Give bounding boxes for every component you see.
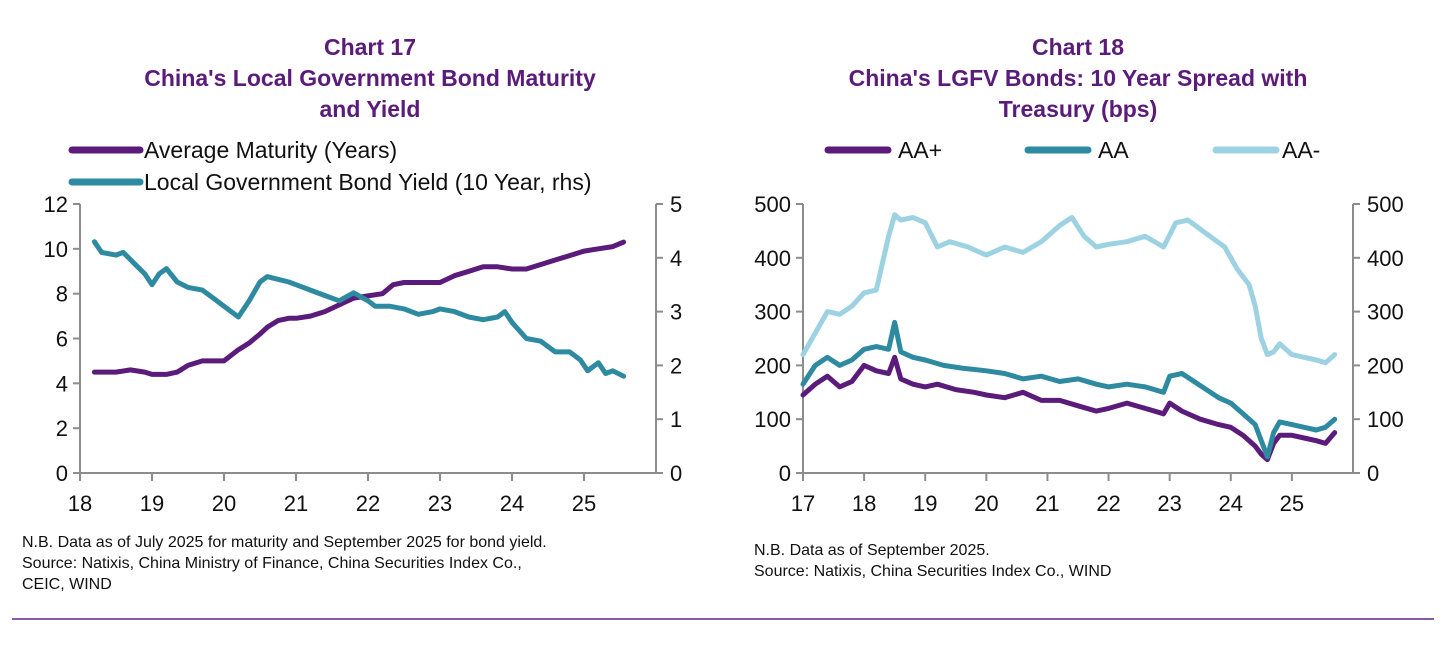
- x-tick-label: 23: [1157, 491, 1181, 516]
- y-tick-label-right: 400: [1367, 246, 1404, 271]
- y-tick-label-left: 500: [754, 192, 791, 217]
- chart-17-source-cont: CEIC, WIND: [22, 576, 112, 593]
- y-tick-label-left: 400: [754, 246, 791, 271]
- chart-17-panel: Chart 17 China's Local Government Bond M…: [0, 0, 728, 610]
- series-line-local-government-bond-yield-10-year-rhs: [91, 239, 627, 379]
- y-tick-label-right: 3: [670, 300, 682, 325]
- chart-18-source: Source: Natixis, China Securities Index …: [754, 563, 1112, 580]
- chart-18-note: N.B. Data as of September 2025.: [754, 542, 990, 559]
- y-tick-label-right: 0: [670, 461, 682, 486]
- chart-17-plot: Average Maturity (Years) Local Governmen…: [44, 137, 683, 516]
- bottom-divider: [12, 618, 1434, 620]
- y-tick-label-left: 10: [44, 237, 68, 262]
- chart-18-title-line3: Treasury (bps): [998, 96, 1158, 122]
- x-tick-label: 24: [500, 491, 524, 516]
- x-tick-label: 20: [212, 491, 236, 516]
- x-tick-label: 19: [140, 491, 164, 516]
- x-tick-label: 22: [1096, 491, 1120, 516]
- chart-18-title-line2: China's LGFV Bonds: 10 Year Spread with: [848, 65, 1308, 91]
- y-tick-label-right: 4: [670, 246, 682, 271]
- chart-17-source: Source: Natixis, China Ministry of Finan…: [22, 555, 522, 572]
- y-tick-label-left: 12: [44, 192, 68, 217]
- series-line-aa: [800, 319, 1338, 460]
- chart-18-plot: AA+ AA AA- 0 100 200 300 400 500 0 100 200 300 400…: [754, 137, 1403, 516]
- x-tick-label: 25: [572, 491, 596, 516]
- y-tick-label-right: 5: [670, 192, 682, 217]
- y-tick-label-left: 0: [56, 461, 68, 486]
- y-tick-label-left: 6: [56, 327, 68, 352]
- y-tick-label-left: 0: [779, 461, 791, 486]
- series-line-aa: [800, 212, 1338, 366]
- chart-17-note: N.B. Data as of July 2025 for maturity a…: [22, 534, 547, 551]
- x-tick-label: 18: [68, 491, 92, 516]
- x-tick-label: 21: [284, 491, 308, 516]
- y-tick-label-right: 500: [1367, 192, 1404, 217]
- x-tick-label: 24: [1219, 491, 1243, 516]
- y-tick-label-right: 1: [670, 407, 682, 432]
- series-line-average-maturity-years: [91, 239, 627, 377]
- y-tick-label-right: 100: [1367, 407, 1404, 432]
- x-tick-label: 18: [852, 491, 876, 516]
- legend-label-aa: AA: [1098, 137, 1129, 163]
- y-tick-label-left: 8: [56, 282, 68, 307]
- chart-17-title-line3: and Yield: [319, 96, 421, 122]
- chart-18-title: Chart 18 China's LGFV Bonds: 10 Year Spr…: [728, 32, 1428, 125]
- legend-label-aa-minus: AA-: [1282, 137, 1320, 163]
- chart-18-legend: AA+ AA AA-: [824, 137, 1320, 163]
- y-tick-label-right: 0: [1367, 461, 1379, 486]
- y-tick-label-right: 2: [670, 353, 682, 378]
- legend-label-avg-maturity: Average Maturity (Years): [144, 137, 397, 163]
- chart-18-notes: N.B. Data as of September 2025. Source: …: [754, 540, 1434, 582]
- y-tick-label-left: 100: [754, 407, 791, 432]
- x-tick-label: 23: [428, 491, 452, 516]
- x-tick-label: 20: [974, 491, 998, 516]
- chart-17-legend: Average Maturity (Years) Local Governmen…: [68, 137, 592, 195]
- legend-label-aa-plus: AA+: [898, 137, 942, 163]
- y-tick-label-left: 4: [56, 371, 68, 396]
- series-line-aa: [800, 354, 1338, 463]
- chart-18-axes: 0 100 200 300 400 500 0 100 200 300 400 500 17 18 19 20…: [754, 192, 1403, 516]
- x-tick-label: 25: [1280, 491, 1304, 516]
- legend-label-bond-yield: Local Government Bond Yield (10 Year, rh…: [144, 169, 592, 195]
- chart-17-series: [91, 239, 627, 379]
- chart-18-title-line1: Chart 18: [1031, 34, 1125, 60]
- chart-17-title-line1: Chart 17: [323, 34, 417, 60]
- chart-17-notes: N.B. Data as of July 2025 for maturity a…: [22, 532, 722, 595]
- chart-17-title-line2: China's Local Government Bond Maturity: [144, 65, 596, 91]
- x-tick-label: 17: [791, 491, 815, 516]
- y-tick-label-left: 200: [754, 353, 791, 378]
- x-tick-label: 19: [913, 491, 937, 516]
- x-tick-label: 21: [1035, 491, 1059, 516]
- x-tick-label: 22: [356, 491, 380, 516]
- chart-18-series: [800, 212, 1338, 463]
- chart-18-panel: Chart 18 China's LGFV Bonds: 10 Year Spr…: [728, 0, 1456, 610]
- y-tick-label-right: 200: [1367, 353, 1404, 378]
- y-tick-label-left: 300: [754, 300, 791, 325]
- y-tick-label-right: 300: [1367, 300, 1404, 325]
- chart-17-title: Chart 17 China's Local Government Bond M…: [20, 32, 720, 125]
- y-tick-label-left: 2: [56, 416, 68, 441]
